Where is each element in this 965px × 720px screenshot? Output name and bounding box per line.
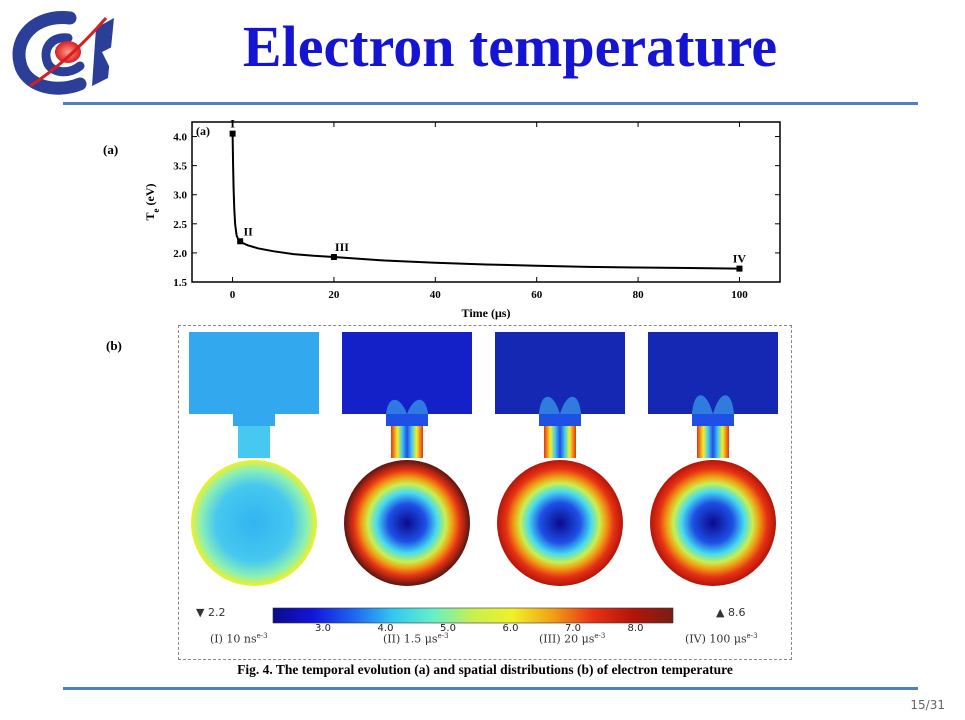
marker-point [330,253,337,260]
marker-point [736,265,743,272]
marker-point [229,130,236,137]
map-label-iv: (IV) 100 μse-3 [685,632,758,646]
marker-label: IV [733,252,747,266]
chart-inner-label: (a) [196,124,210,138]
colorbar-tick-label: 6.0 [502,623,519,634]
map-label-i: (I) 10 nse-3 [210,632,268,646]
panel-a-label: (a) [103,142,119,157]
y-tick-label: 3.0 [173,190,187,202]
x-axis-label: Time (μs) [462,306,511,320]
colorbar-tick-label: 5.0 [440,623,456,634]
map-label-ii: (II) 1.5 μse-3 [383,632,449,646]
figure-caption: Fig. 4. The temporal evolution (a) and s… [237,662,733,677]
marker-point [237,238,244,245]
map-iv [648,332,778,586]
colorbar [272,607,674,624]
x-tick-label: 100 [731,289,748,301]
map-i [189,332,319,586]
map-iii [495,332,625,586]
y-tick-label: 2.5 [173,219,187,231]
colorbar-tick-label: 8.0 [627,623,644,634]
colorbar-tick-label: 7.0 [565,623,581,634]
x-tick-label: 40 [430,289,442,301]
marker-label: III [335,240,349,254]
header-rule [63,102,918,105]
y-tick-label: 2.0 [173,248,187,260]
y-tick-label: 3.5 [173,161,187,173]
marker-label: I [230,117,235,131]
y-tick-label: 1.5 [173,277,187,289]
x-tick-label: 0 [230,289,236,301]
colorbar-max-label: ▲ 8.6 [716,606,746,619]
y-tick-label: 4.0 [173,132,187,144]
panel-b-label: (b) [106,338,122,353]
plot-frame [191,121,781,283]
marker-label: II [243,224,253,238]
x-tick-label: 80 [633,289,645,301]
x-tick-label: 20 [328,289,340,301]
map-ii [342,332,472,586]
x-tick-label: 60 [531,289,543,301]
colorbar-tick-label: 4.0 [377,623,394,634]
slide-number: 15/31 [910,698,945,712]
map-label-iii: (III) 20 μse-3 [539,632,606,646]
temperature-curve [231,133,740,270]
temperature-maps [189,332,778,624]
footer-rule [63,687,918,690]
y-axis-label: Te (eV) [143,183,161,220]
colorbar-min-label: ▼ 2.2 [196,606,226,619]
colorbar-tick-label: 3.0 [315,623,331,634]
institution-logo [12,11,114,95]
slide-title: Electron temperature [242,14,778,79]
